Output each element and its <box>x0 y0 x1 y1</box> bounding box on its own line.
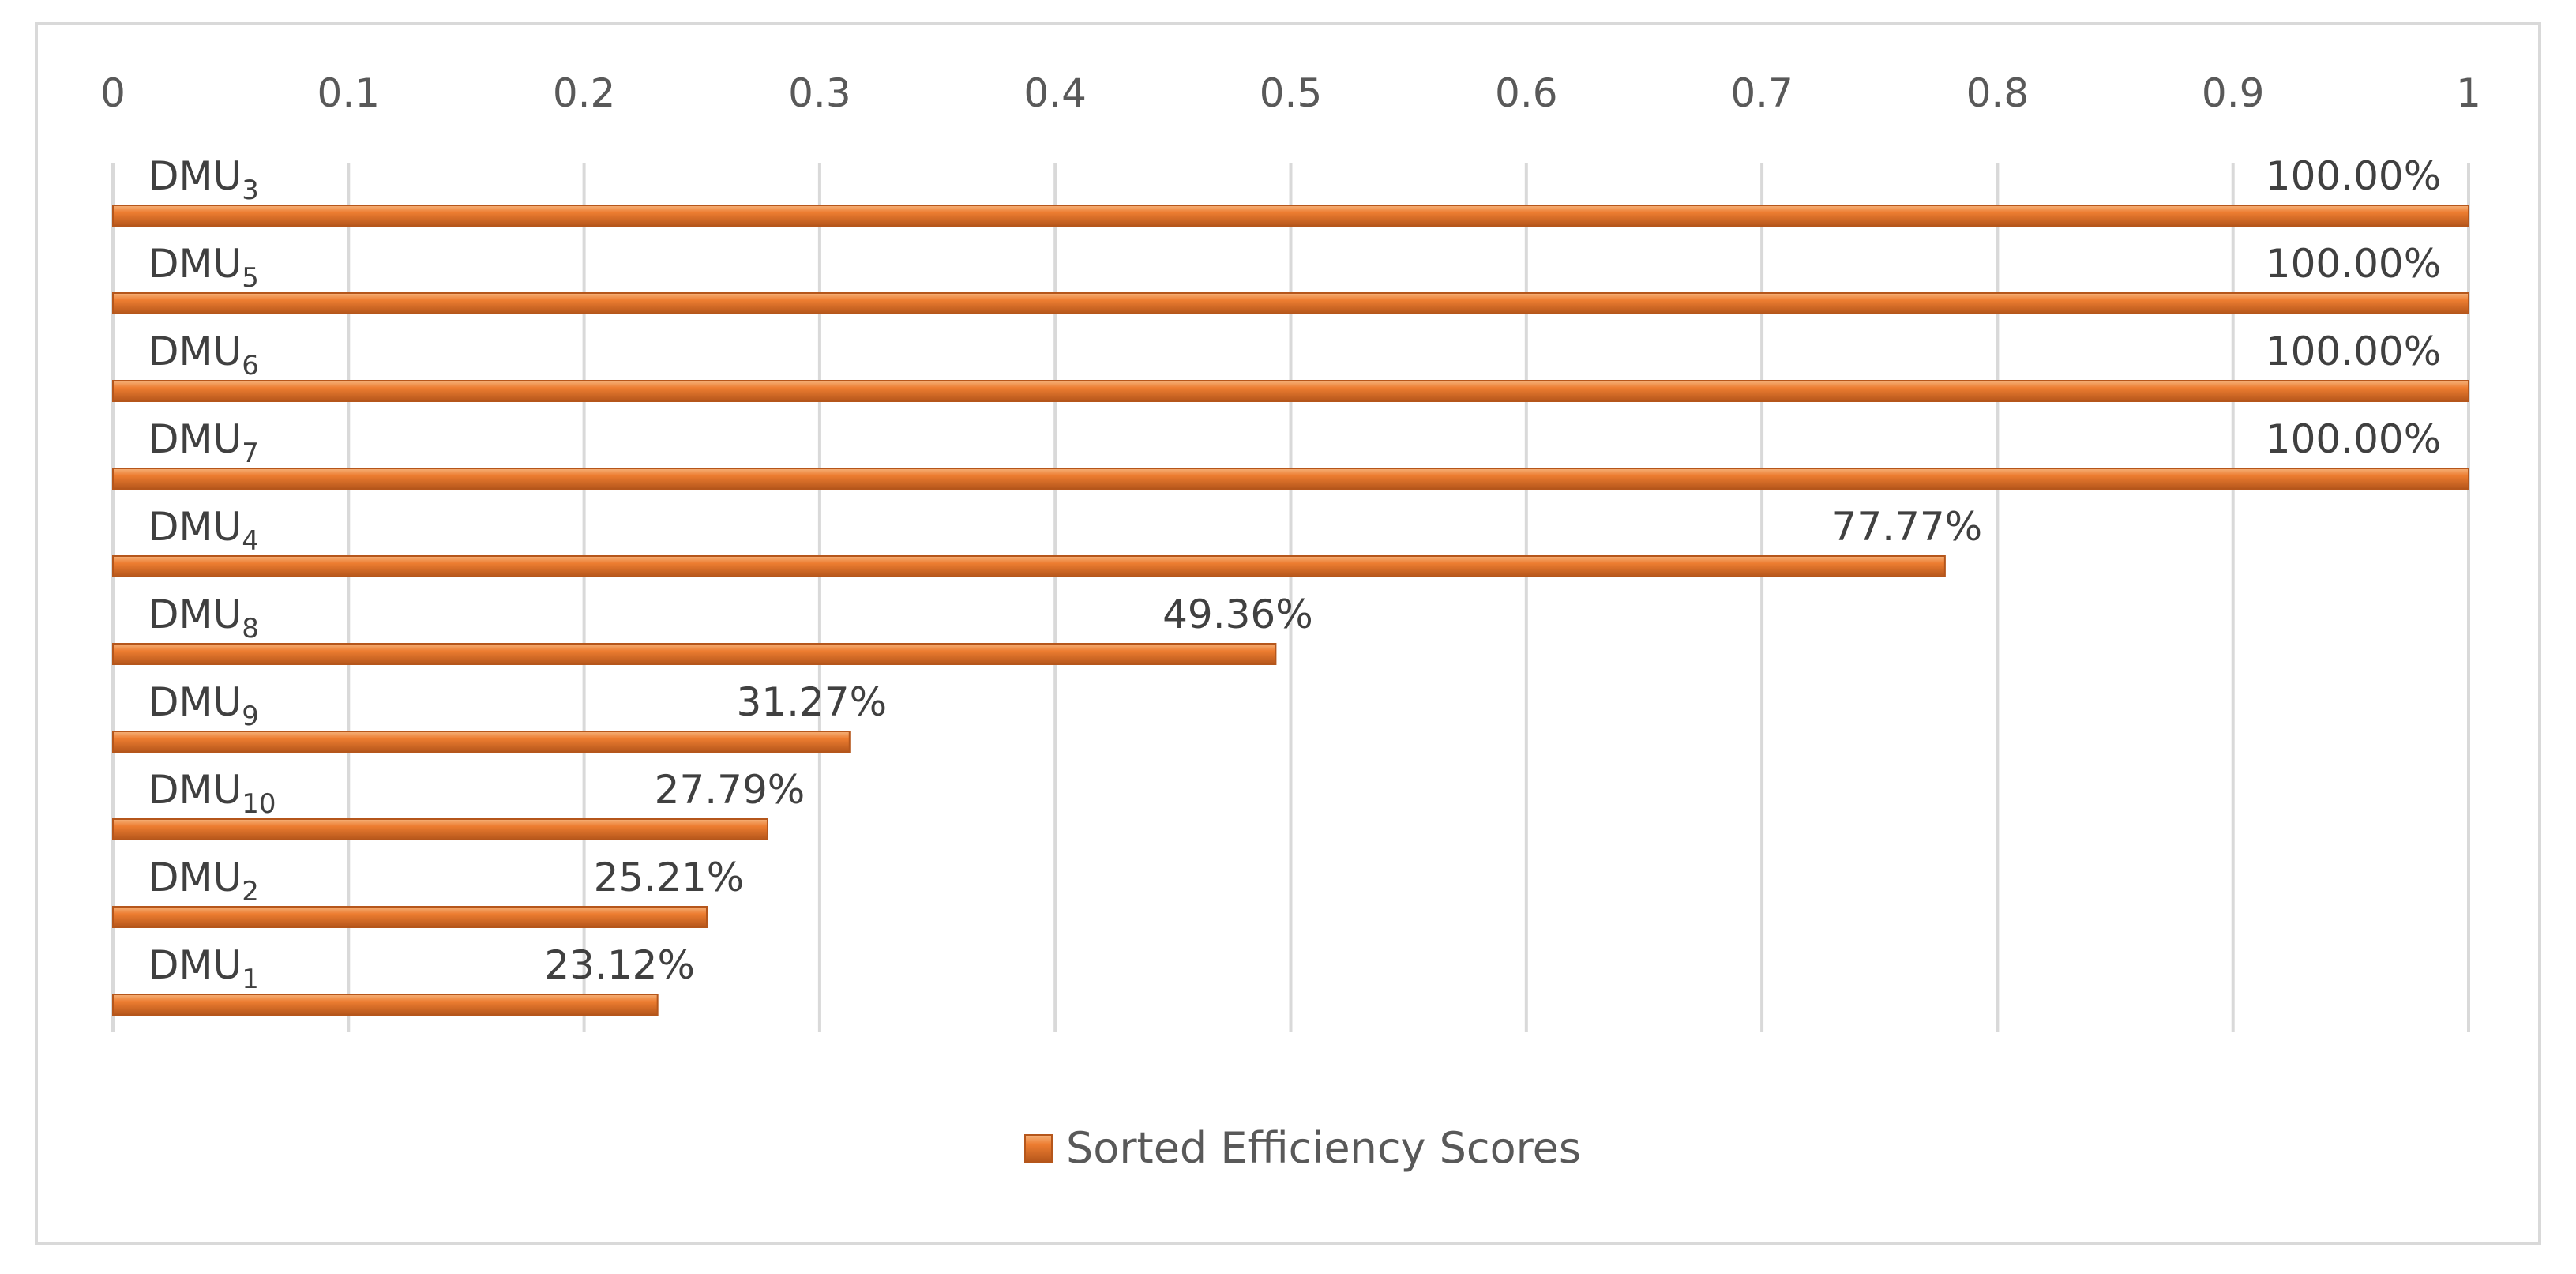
x-tick-label: 0.2 <box>553 70 616 116</box>
data-label: 100.00% <box>2266 329 2441 374</box>
x-tick-label: 0.4 <box>1023 70 1087 116</box>
bar <box>112 292 2469 314</box>
legend: Sorted Efficiency Scores <box>1024 1123 1581 1173</box>
data-label: 100.00% <box>2266 153 2441 199</box>
data-label: 77.77% <box>1832 504 1983 550</box>
x-tick-label: 0.9 <box>2202 70 2265 116</box>
data-label: 23.12% <box>544 942 695 988</box>
category-label: DMU8 <box>148 592 259 645</box>
x-tick-label: 0.6 <box>1495 70 1558 116</box>
bar <box>112 380 2469 402</box>
category-labels: DMU3 DMU5 DMU6 DMU7 DMU4 DMU8 DMU9 DMU10 DMU2 DMU… <box>148 153 276 995</box>
category-label: DMU2 <box>148 855 259 908</box>
data-labels: 100.00% 100.00% 100.00% 100.00% 77.77% 49.36%… <box>544 153 2441 988</box>
bars <box>112 205 2469 1016</box>
data-label: 49.36% <box>1162 592 1313 637</box>
legend-swatch <box>1024 1134 1053 1163</box>
category-label: DMU6 <box>148 329 259 381</box>
data-label: 100.00% <box>2266 416 2441 462</box>
category-label: DMU5 <box>148 241 259 294</box>
bar <box>112 468 2469 490</box>
data-label: 25.21% <box>594 855 745 900</box>
bar <box>112 643 1277 665</box>
category-label: DMU4 <box>148 504 259 557</box>
legend-label: Sorted Efficiency Scores <box>1066 1123 1581 1173</box>
bar <box>112 906 708 928</box>
bar <box>112 731 851 753</box>
bar <box>112 818 768 840</box>
x-tick-label: 0.1 <box>317 70 381 116</box>
x-axis-ticks: 0 0.1 0.2 0.3 0.4 0.5 0.6 0.7 0.8 0.9 1 <box>100 70 2481 116</box>
category-label: DMU9 <box>148 679 259 732</box>
data-label: 31.27% <box>736 679 887 725</box>
bar <box>112 205 2469 227</box>
bar <box>112 994 659 1016</box>
x-tick-label: 1 <box>2456 70 2481 116</box>
data-label: 27.79% <box>655 767 805 813</box>
x-tick-label: 0.8 <box>1966 70 2030 116</box>
x-tick-label: 0 <box>100 70 126 116</box>
category-label: DMU10 <box>148 767 276 820</box>
category-label: DMU7 <box>148 416 259 469</box>
bar <box>112 555 1946 577</box>
category-label: DMU1 <box>148 942 259 995</box>
x-tick-label: 0.3 <box>788 70 851 116</box>
data-label: 100.00% <box>2266 241 2441 287</box>
x-tick-label: 0.7 <box>1730 70 1793 116</box>
x-tick-label: 0.5 <box>1260 70 1323 116</box>
category-label: DMU3 <box>148 153 259 206</box>
